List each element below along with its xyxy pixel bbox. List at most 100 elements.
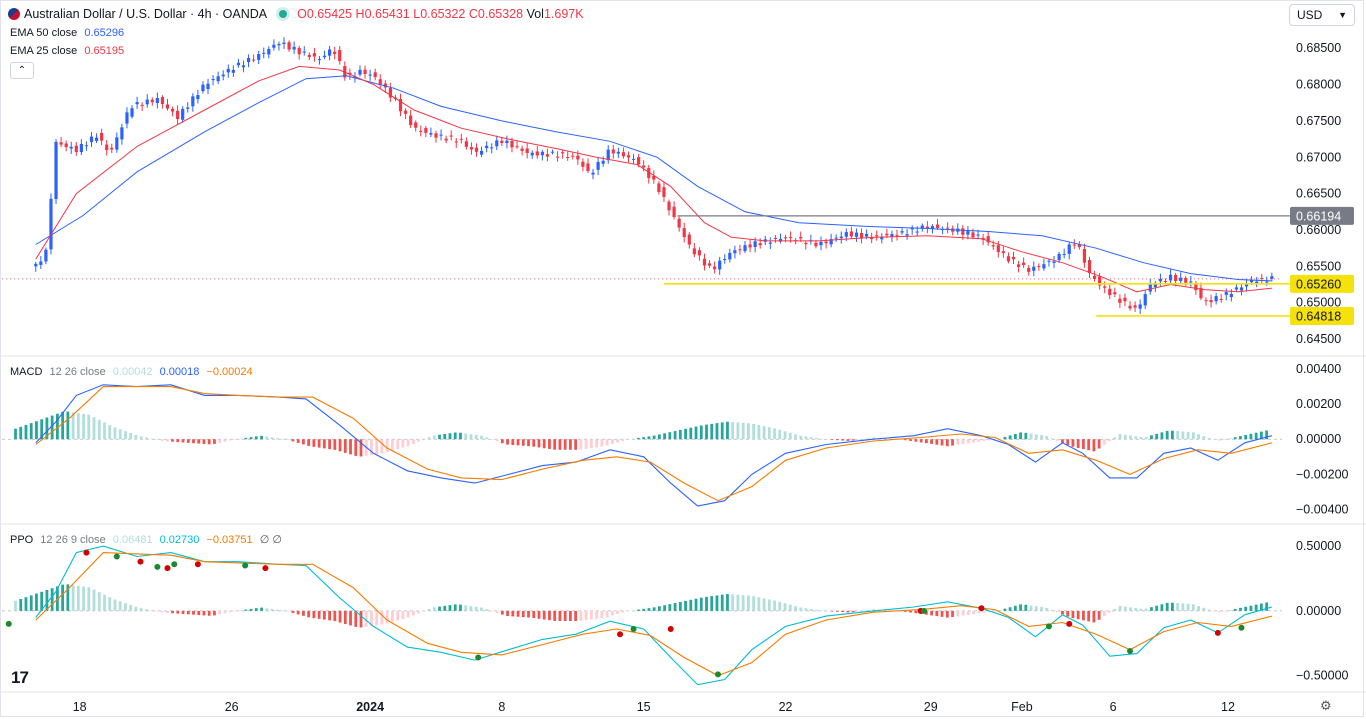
time-x-tick: 15 bbox=[637, 700, 651, 714]
ppo-histogram-bar bbox=[537, 610, 541, 619]
ppo-histogram-bar bbox=[186, 610, 190, 615]
ppo-histogram-bar bbox=[1191, 604, 1195, 611]
macd-histogram-bar bbox=[223, 439, 227, 442]
macd-histogram-bar bbox=[29, 423, 33, 440]
candle-body bbox=[1260, 277, 1264, 279]
macd-histogram-bar bbox=[1129, 435, 1132, 440]
macd-histogram-bar bbox=[1113, 437, 1117, 440]
candle-body bbox=[267, 49, 271, 55]
ppo-histogram-bar bbox=[652, 607, 656, 611]
ema50-legend[interactable]: EMA 50 close 0.65296 bbox=[10, 27, 128, 39]
macd-histogram-bar bbox=[767, 427, 771, 440]
ema25-label: EMA 25 close bbox=[10, 45, 78, 57]
candle-body bbox=[885, 233, 889, 236]
macd-histogram-bar bbox=[480, 435, 483, 440]
symbol-title[interactable]: Australian Dollar / U.S. Dollar · 4h · O… bbox=[24, 7, 268, 21]
candle-body bbox=[733, 250, 737, 254]
macd-params: 12 26 close bbox=[49, 366, 106, 378]
macd-histogram-bar bbox=[1212, 439, 1216, 440]
ppo-histogram-bar bbox=[778, 601, 782, 611]
price-y-tick: 0.67500 bbox=[1296, 114, 1341, 128]
macd-histogram-bar bbox=[87, 414, 91, 440]
ppo-histogram-bar bbox=[846, 610, 850, 613]
candle-body bbox=[94, 137, 99, 141]
ppo-histogram-bar bbox=[1197, 606, 1200, 611]
macd-histogram-bar bbox=[794, 434, 797, 440]
candle-body bbox=[1042, 264, 1046, 269]
ppo-histogram-bar bbox=[516, 610, 520, 617]
ohlc-low: L0.65322 bbox=[413, 7, 466, 21]
candle-body bbox=[1128, 305, 1132, 309]
settings-gear-icon[interactable]: ⚙ bbox=[1320, 698, 1332, 713]
macd-histogram-bar bbox=[998, 438, 1002, 440]
ppo-histogram-bar bbox=[1176, 603, 1180, 611]
candle-body bbox=[39, 261, 43, 265]
macd-histogram-bar bbox=[804, 436, 808, 440]
time-x-tick: 8 bbox=[498, 700, 505, 714]
macd-histogram-bar bbox=[809, 437, 813, 440]
macd-histogram-bar bbox=[1134, 436, 1138, 440]
macd-histogram-bar bbox=[1265, 430, 1269, 440]
ppo-cross-dot bbox=[714, 671, 721, 678]
candle-body bbox=[479, 150, 484, 155]
candle-body bbox=[687, 234, 691, 245]
ppo-histogram-bar bbox=[595, 610, 598, 619]
candle-body bbox=[252, 59, 256, 61]
macd-histogram-bar bbox=[820, 438, 824, 440]
candle-body bbox=[713, 266, 717, 270]
ppo-histogram-bar bbox=[165, 610, 169, 613]
candle-body bbox=[170, 108, 175, 112]
macd-histogram-bar bbox=[14, 428, 17, 440]
macd-histogram-bar bbox=[940, 439, 944, 446]
tradingview-logo[interactable]: 17 bbox=[11, 668, 29, 687]
candle-body bbox=[125, 112, 129, 124]
symbol-header[interactable]: Australian Dollar / U.S. Dollar · 4h · O… bbox=[8, 7, 584, 21]
ppo-histogram-bar bbox=[1223, 610, 1227, 612]
macd-histogram-bar bbox=[1076, 439, 1080, 448]
candle-body bbox=[292, 46, 296, 50]
ppo-histogram-bar bbox=[432, 607, 436, 611]
macd-histogram-bar bbox=[176, 439, 180, 443]
candle-body bbox=[1265, 281, 1269, 283]
ppo-histogram-bar bbox=[1186, 603, 1190, 611]
ppo-histogram-bar bbox=[260, 607, 263, 611]
ppo-histogram-bar bbox=[249, 608, 253, 611]
ppo-histogram-bar bbox=[448, 605, 452, 611]
macd-histogram-bar bbox=[987, 439, 991, 441]
macd-histogram-bar bbox=[349, 439, 352, 455]
ppo-histogram-bar bbox=[563, 610, 567, 621]
ppo-histogram-bar bbox=[14, 600, 17, 611]
price-y-tick: 0.68000 bbox=[1296, 78, 1341, 92]
macd-legend[interactable]: MACD 12 26 close 0.00042 0.00018 −0.0002… bbox=[10, 366, 257, 378]
candle-body bbox=[439, 134, 443, 136]
ppo-histogram-bar bbox=[867, 609, 871, 611]
ppo-params: 12 26 9 close bbox=[40, 534, 106, 546]
candle-body bbox=[1006, 256, 1011, 262]
ppo-histogram-bar bbox=[605, 610, 609, 617]
ema25-legend[interactable]: EMA 25 close 0.65195 bbox=[10, 45, 128, 57]
macd-histogram-bar bbox=[1165, 430, 1169, 440]
candle-body bbox=[459, 138, 463, 140]
candle-body bbox=[79, 143, 83, 153]
candle-body bbox=[333, 51, 337, 55]
candle-body bbox=[601, 160, 605, 164]
ppo-histogram-bar bbox=[1087, 610, 1091, 622]
macd-histogram-bar bbox=[835, 439, 839, 441]
ppo-histogram-bar bbox=[888, 610, 892, 611]
ppo-histogram-bar bbox=[579, 610, 583, 621]
ppo-legend[interactable]: PPO 12 26 9 close 0.06481 0.02730 −0.037… bbox=[10, 533, 286, 546]
macd-histogram-bar bbox=[129, 433, 133, 440]
ppo-histogram-bar bbox=[82, 586, 85, 611]
ppo-histogram-bar bbox=[673, 603, 677, 611]
candle-body bbox=[84, 145, 89, 147]
candle-body bbox=[135, 102, 139, 105]
ppo-histogram-bar bbox=[1233, 608, 1237, 611]
ppo-histogram-bar bbox=[108, 597, 112, 611]
ppo-histogram-bar bbox=[333, 610, 337, 622]
candle-body bbox=[1219, 298, 1223, 300]
collapse-legend-button[interactable]: ⌃ bbox=[10, 62, 34, 79]
price-y-tick: 0.66000 bbox=[1296, 223, 1341, 237]
ppo-histogram-bar bbox=[835, 610, 839, 612]
currency-selector[interactable]: USD ▼ bbox=[1289, 4, 1355, 26]
